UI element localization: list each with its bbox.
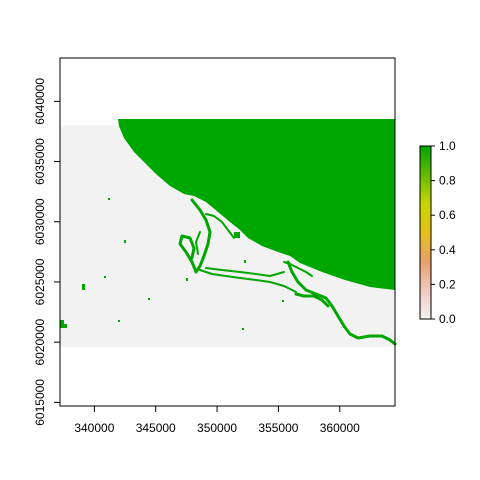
x-axis: 340000 345000 350000 355000 360000 [74,406,360,435]
y-tick-label: 6040000 [33,78,47,125]
water-cell [148,298,150,300]
water-cell [82,284,85,290]
x-tick-label: 355000 [258,421,298,435]
y-axis: 6015000 6020000 6025000 6030000 6035000 60400… [33,78,60,426]
y-tick-label: 6030000 [33,198,47,245]
x-tick-label: 345000 [136,421,176,435]
water-cell [124,240,126,243]
water-cell [282,300,284,302]
legend-tick-label: 0.2 [439,277,456,291]
legend-tick-label: 0.8 [439,174,456,188]
y-tick-label: 6025000 [33,258,47,305]
legend-tick-label: 0.0 [439,312,456,326]
water-cell [244,260,246,263]
color-legend: 0.0 0.2 0.4 0.6 0.8 1.0 [420,139,456,326]
water-cell [234,232,240,238]
water-cell [104,276,106,278]
water-cell [118,320,120,322]
water-cell [108,198,110,200]
legend-tick-label: 0.4 [439,243,456,257]
x-tick-label: 350000 [197,421,237,435]
water-cell [240,200,243,203]
water-cell [242,328,244,330]
raster-layer [60,119,395,347]
y-tick-label: 6020000 [33,318,47,365]
water-cell [186,278,188,281]
y-tick-label: 6035000 [33,138,47,185]
legend-tick-label: 0.6 [439,208,456,222]
legend-ticks: 0.0 0.2 0.4 0.6 0.8 1.0 [431,139,456,326]
water-cell [63,324,67,328]
water-cell [180,150,182,152]
legend-color-bar [420,146,431,319]
x-tick-label: 340000 [74,421,114,435]
legend-tick-label: 1.0 [439,139,456,153]
x-tick-label: 360000 [320,421,360,435]
y-tick-label: 6015000 [33,379,47,426]
